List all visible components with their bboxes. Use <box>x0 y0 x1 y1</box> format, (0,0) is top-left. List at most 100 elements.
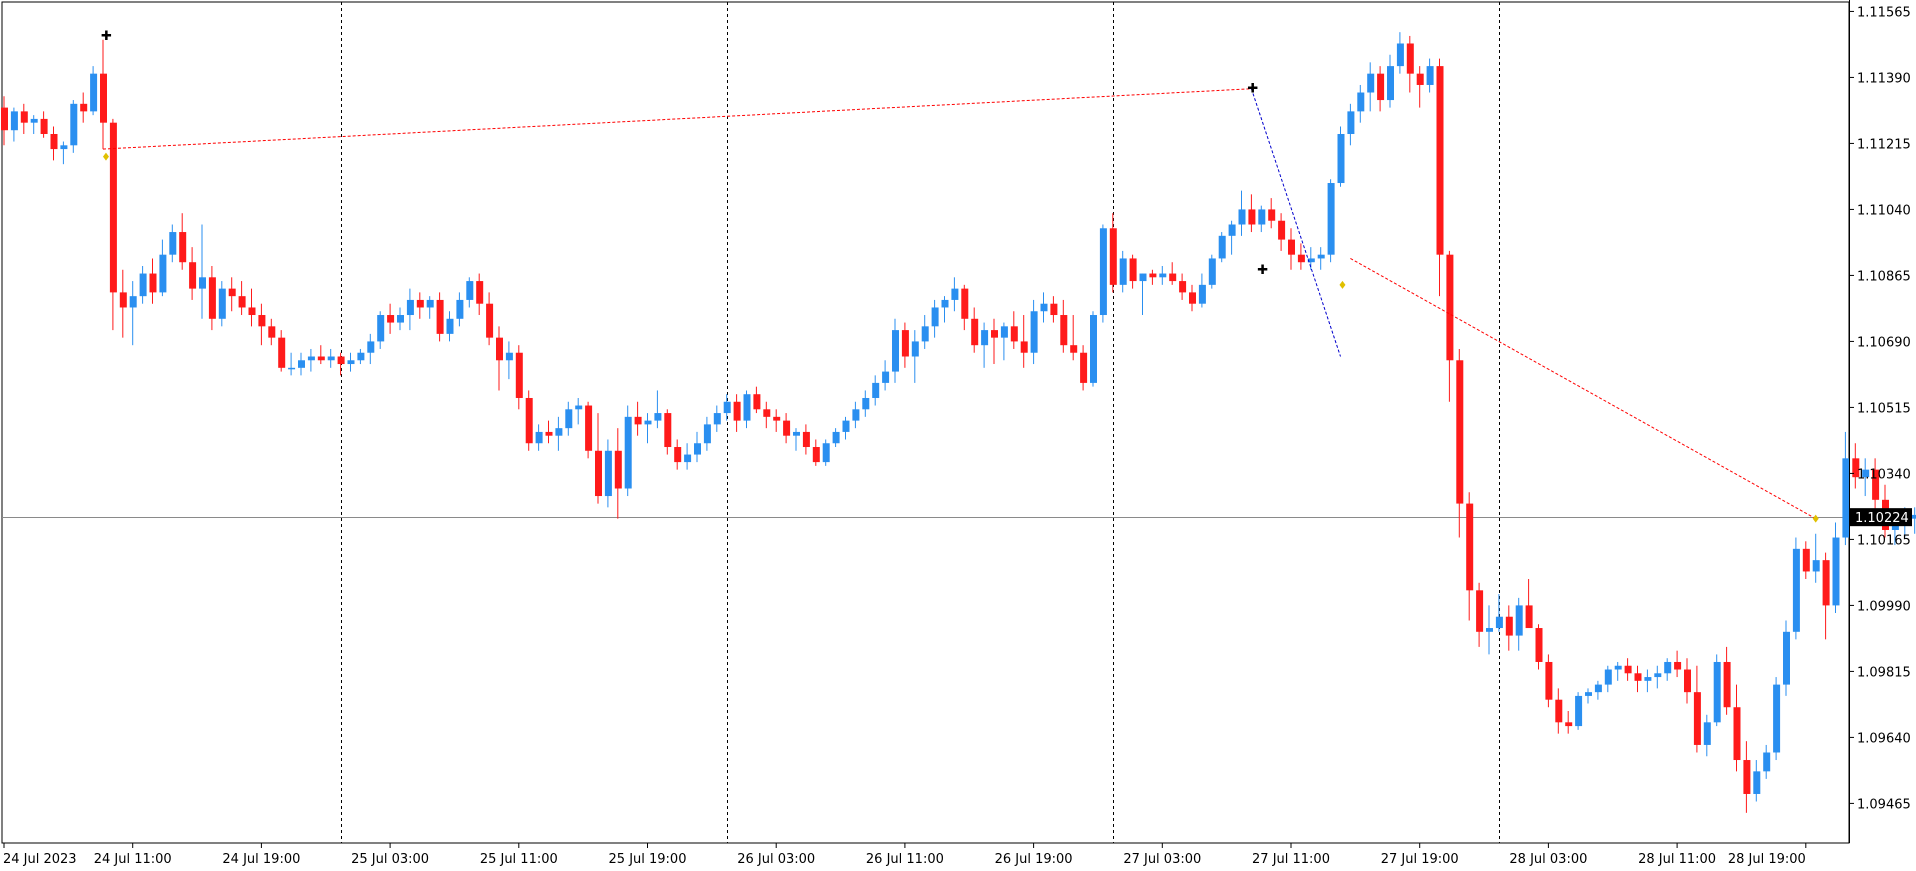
y-tick-label: 1.09990 <box>1857 599 1911 614</box>
day-separators <box>341 2 1500 843</box>
candle-body <box>555 428 563 436</box>
candle <box>456 292 464 327</box>
x-axis: 24 Jul 2023 24 Jul 11:00 24 Jul 19:00 25 Ju… <box>3 843 1807 867</box>
candle <box>357 348 365 365</box>
candle <box>337 352 345 376</box>
candle-body <box>1060 315 1068 346</box>
y-tick-label: 1.09815 <box>1857 665 1911 680</box>
candle <box>317 345 325 365</box>
candle <box>1129 254 1137 289</box>
candle <box>535 424 543 451</box>
candle <box>872 375 880 406</box>
candle <box>1644 669 1652 693</box>
candle-body <box>1792 548 1800 632</box>
candle-body <box>486 303 494 338</box>
candle-body <box>545 431 553 436</box>
candle <box>862 390 870 417</box>
candle <box>1297 243 1305 270</box>
candle <box>981 322 989 368</box>
candle <box>179 213 187 270</box>
candle-body <box>535 431 543 444</box>
candle-body <box>426 299 434 308</box>
candle <box>436 292 444 342</box>
candle <box>1317 247 1325 270</box>
candle <box>1515 597 1523 651</box>
candle <box>109 118 117 331</box>
candle-body <box>1070 345 1078 353</box>
candle <box>347 352 355 372</box>
candle <box>288 352 296 376</box>
candle <box>1080 345 1088 391</box>
candle <box>723 394 731 421</box>
candle <box>882 360 890 391</box>
candle <box>604 439 612 508</box>
candle <box>892 318 899 383</box>
candle-body <box>644 420 652 425</box>
candle-body <box>802 431 810 448</box>
candle-body <box>1565 722 1573 727</box>
candle-body <box>1594 684 1602 693</box>
candle <box>1802 541 1810 580</box>
candle <box>1208 254 1216 289</box>
candle-body <box>1911 514 1916 519</box>
candle-body <box>931 307 939 327</box>
candle <box>901 322 909 368</box>
candle <box>466 277 474 308</box>
candle-body <box>1674 661 1682 670</box>
candle-body <box>307 356 315 361</box>
candle-body <box>1129 258 1137 282</box>
candle-body <box>1446 254 1454 361</box>
candle-body <box>139 273 147 297</box>
candle <box>367 333 375 365</box>
candle <box>674 439 682 470</box>
candle-body <box>1832 537 1840 606</box>
candle-body <box>1347 111 1355 134</box>
candle <box>1674 650 1682 678</box>
candle-body <box>347 360 355 365</box>
candle <box>1713 654 1721 727</box>
candle <box>20 103 28 134</box>
candle-body <box>1337 133 1345 184</box>
candle-body <box>595 450 602 497</box>
candle-body <box>40 118 48 134</box>
candle-body <box>1179 281 1187 293</box>
candle-body <box>1783 631 1790 685</box>
candle <box>1198 273 1206 308</box>
candle <box>1604 665 1612 693</box>
candle <box>1060 299 1068 353</box>
candle <box>1416 66 1424 108</box>
candle-body <box>1020 341 1028 353</box>
candle-body <box>1555 699 1563 723</box>
candle <box>248 288 256 327</box>
candle <box>1505 605 1513 651</box>
candle <box>1327 179 1335 263</box>
price-tag-bg <box>1850 508 1912 527</box>
candle-body <box>793 431 800 436</box>
candle-body <box>1297 254 1305 263</box>
candle-body <box>436 299 444 334</box>
candle <box>307 348 315 372</box>
candle <box>1070 315 1078 361</box>
candle-body <box>1773 684 1781 753</box>
candle <box>1268 198 1276 229</box>
candle <box>1783 620 1790 696</box>
candle-body <box>278 337 286 368</box>
candle <box>1030 299 1038 365</box>
candle <box>228 277 236 312</box>
candle-body <box>822 443 830 463</box>
candle <box>515 345 523 410</box>
candle-body <box>1703 722 1711 745</box>
candle-body <box>1189 292 1196 304</box>
candle <box>1654 665 1662 689</box>
candle-body <box>733 401 741 421</box>
x-tick-label: 27 Jul 19:00 <box>1381 852 1459 867</box>
candle <box>486 292 494 346</box>
candle <box>1565 711 1573 734</box>
candle-body <box>1228 224 1236 236</box>
candle <box>1149 269 1157 285</box>
candle-body <box>1080 352 1088 383</box>
candle <box>565 401 573 436</box>
candle-body <box>238 296 246 308</box>
